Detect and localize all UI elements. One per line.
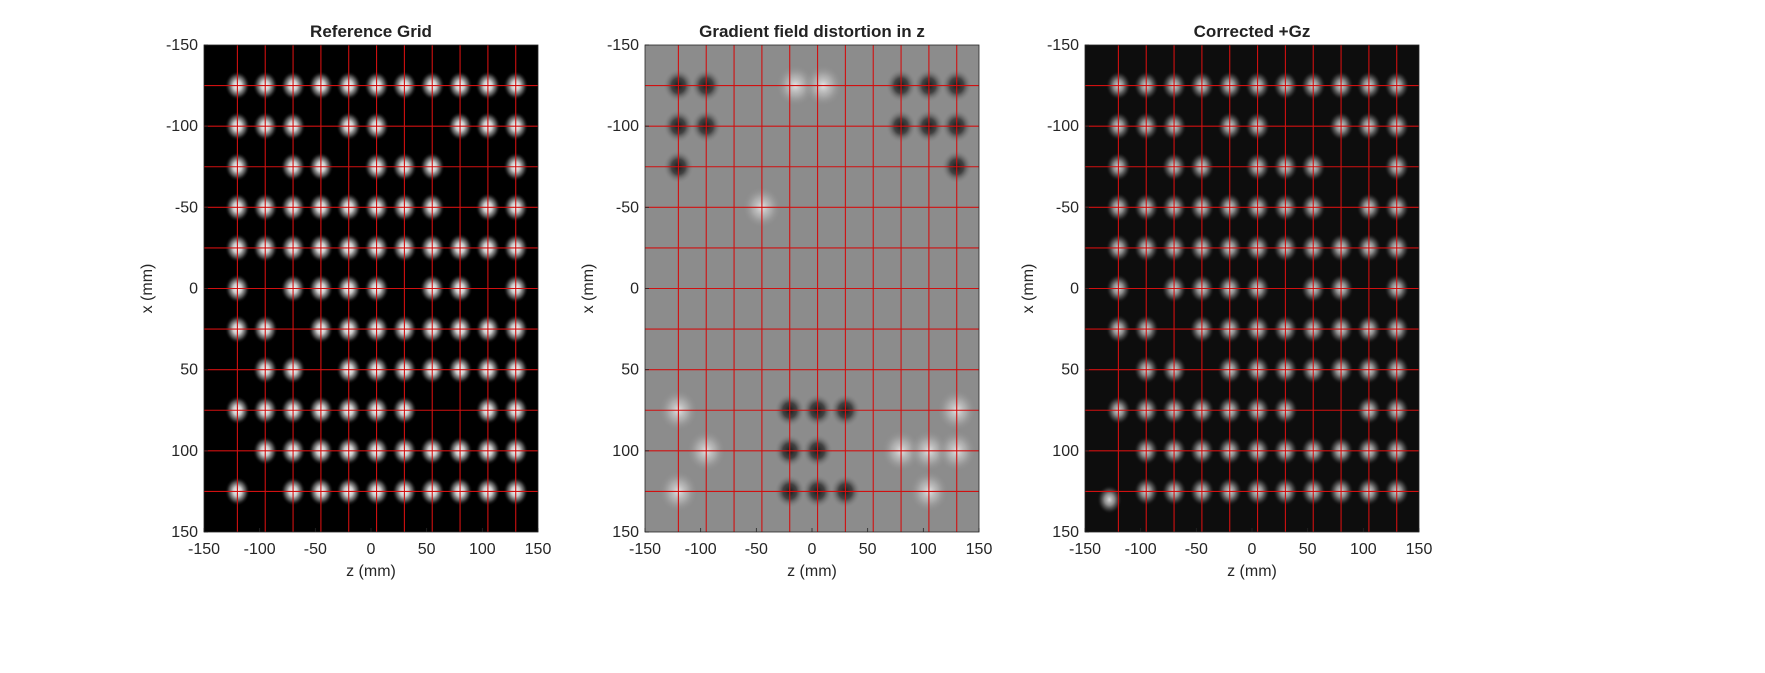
x-tick-label: 0 (367, 541, 376, 558)
y-tick-label: -50 (1056, 199, 1079, 216)
x-tick-label: 0 (1248, 541, 1257, 558)
chart-title: Gradient field distortion in z (699, 22, 925, 41)
x-axis-label: z (mm) (346, 563, 396, 580)
y-tick-label: 150 (1052, 524, 1079, 541)
x-axis-label: z (mm) (787, 563, 837, 580)
chart-title: Reference Grid (310, 22, 432, 41)
phantom-marker (1096, 485, 1123, 515)
x-tick-label: 100 (1350, 541, 1377, 558)
y-tick-label: 0 (189, 281, 198, 298)
x-axis-label: z (mm) (1227, 563, 1277, 580)
y-tick-label: 100 (612, 443, 639, 460)
y-tick-label: 150 (612, 524, 639, 541)
x-tick-label: -50 (304, 541, 327, 558)
y-tick-label: 100 (171, 443, 198, 460)
y-tick-label: 0 (630, 281, 639, 298)
y-tick-label: 50 (180, 362, 198, 379)
x-tick-label: 100 (910, 541, 937, 558)
x-tick-label: -100 (1125, 541, 1157, 558)
y-tick-label: -100 (607, 118, 639, 135)
plot-image (645, 45, 979, 532)
y-tick-label: -150 (607, 37, 639, 54)
x-tick-label: 0 (808, 541, 817, 558)
chart-panel-3: -150 -100 -50 0 50 100 150-150-100-50050100150… (1020, 22, 1432, 580)
x-tick-label: -100 (244, 541, 276, 558)
y-axis-label: x (mm) (139, 264, 156, 314)
y-tick-label: 0 (1070, 281, 1079, 298)
y-tick-label: 50 (621, 362, 639, 379)
x-tick-label: 50 (1299, 541, 1317, 558)
x-tick-label: -100 (685, 541, 717, 558)
y-tick-label: 150 (171, 524, 198, 541)
chart-panel-2: -150 -100 -50 0 50 100 150-150-100-50050100150… (580, 22, 992, 580)
y-axis-label: x (mm) (580, 264, 597, 314)
x-tick-label: -150 (1069, 541, 1101, 558)
x-tick-label: 50 (418, 541, 436, 558)
y-tick-label: -50 (175, 199, 198, 216)
y-tick-label: -50 (616, 199, 639, 216)
y-tick-label: 50 (1061, 362, 1079, 379)
y-tick-label: -150 (166, 37, 198, 54)
x-tick-label: -50 (1185, 541, 1208, 558)
x-tick-label: 150 (966, 541, 993, 558)
x-tick-label: 150 (525, 541, 552, 558)
y-tick-label: 100 (1052, 443, 1079, 460)
y-tick-label: -100 (166, 118, 198, 135)
plot-image (1085, 45, 1419, 532)
chart-panel-1: -150 -100 -50 0 50 100 150-150-100-50050100150… (139, 22, 551, 580)
x-tick-label: 100 (469, 541, 496, 558)
y-tick-label: -150 (1047, 37, 1079, 54)
plot-image (204, 45, 538, 532)
x-tick-label: -150 (629, 541, 661, 558)
x-tick-label: -50 (745, 541, 768, 558)
y-tick-label: -100 (1047, 118, 1079, 135)
x-tick-label: -150 (188, 541, 220, 558)
x-tick-label: 50 (859, 541, 877, 558)
x-tick-label: 150 (1406, 541, 1433, 558)
chart-title: Corrected +Gz (1194, 22, 1311, 41)
y-axis-label: x (mm) (1020, 264, 1037, 314)
